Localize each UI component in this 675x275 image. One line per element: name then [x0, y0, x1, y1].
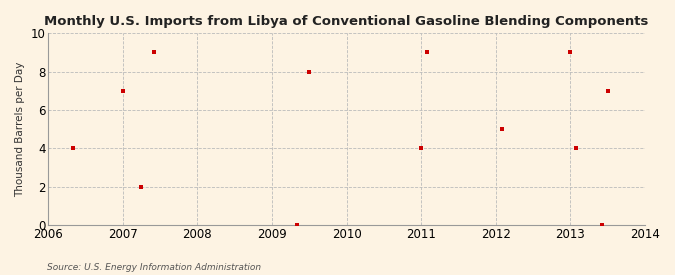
Point [597, 223, 608, 227]
Point [422, 50, 433, 55]
Point [565, 50, 576, 55]
Point [68, 146, 78, 150]
Point [291, 223, 302, 227]
Text: Source: U.S. Energy Information Administration: Source: U.S. Energy Information Administ… [47, 263, 261, 272]
Point [571, 146, 582, 150]
Point [496, 127, 507, 131]
Point [117, 89, 128, 93]
Point [602, 89, 613, 93]
Point [304, 70, 315, 74]
Title: Monthly U.S. Imports from Libya of Conventional Gasoline Blending Components: Monthly U.S. Imports from Libya of Conve… [45, 15, 649, 28]
Point [416, 146, 427, 150]
Point [136, 185, 147, 189]
Y-axis label: Thousand Barrels per Day: Thousand Barrels per Day [15, 62, 25, 197]
Point [148, 50, 159, 55]
